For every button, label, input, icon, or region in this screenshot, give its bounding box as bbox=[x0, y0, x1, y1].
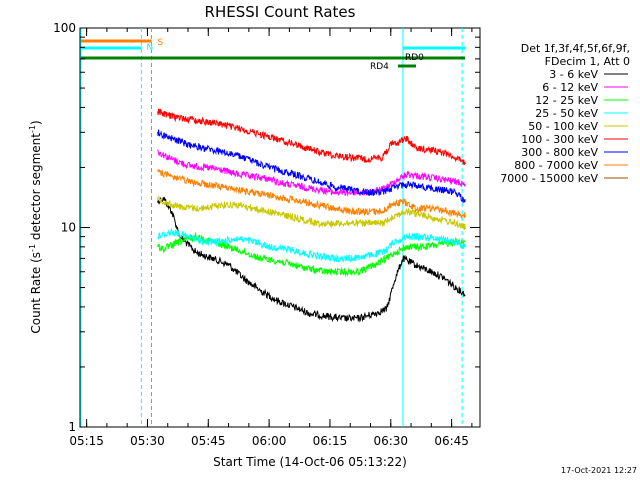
bar-n-label: N bbox=[146, 43, 153, 53]
x-tick-label: 06:00 bbox=[252, 434, 287, 448]
x-tick-label: 05:45 bbox=[191, 434, 226, 448]
y-axis-label-sup2: -1 bbox=[28, 125, 37, 133]
y-axis-label: Count Rate (s-1 detector segment-1) bbox=[28, 120, 43, 333]
series-line bbox=[157, 196, 466, 323]
footer-date: 17-Oct-2021 12:27 bbox=[561, 466, 637, 475]
x-tick-label: 06:45 bbox=[434, 434, 469, 448]
y-tick-label: 100 bbox=[53, 21, 76, 35]
legend-entry-label: 12 - 25 keV bbox=[535, 94, 598, 107]
series-line bbox=[157, 227, 466, 264]
legend-entry-label: 50 - 100 keV bbox=[528, 120, 598, 133]
legend-entry-label: 300 - 800 keV bbox=[521, 146, 598, 159]
y-tick-label: 1 bbox=[68, 420, 76, 434]
annotation-bars: SN RD0 RD4 bbox=[81, 38, 465, 72]
legend-header: FDecim 1, Att 0 bbox=[545, 55, 630, 68]
legend-entry-label: 800 - 7000 keV bbox=[514, 159, 598, 172]
chart-title: RHESSI Count Rates bbox=[205, 3, 356, 21]
x-axis-label: Start Time (14-Oct-06 05:13:22) bbox=[213, 455, 407, 469]
legend-entry-label: 7000 - 15000 keV bbox=[500, 172, 598, 185]
legend-header: Det 1f,3f,4f,5f,6f,9f, bbox=[521, 42, 630, 55]
legend-entry-label: 3 - 6 keV bbox=[549, 68, 598, 81]
y-tick-label: 10 bbox=[61, 221, 76, 235]
legend-entry-label: 100 - 300 keV bbox=[521, 133, 598, 146]
vertical-markers bbox=[80, 28, 463, 427]
bar-s-label: S bbox=[158, 38, 164, 48]
plot-frame bbox=[79, 27, 481, 428]
series-line bbox=[157, 149, 466, 197]
bar-rd4-label: RD4 bbox=[370, 62, 389, 72]
series-line bbox=[157, 108, 466, 166]
x-tick-label: 06:30 bbox=[373, 434, 408, 448]
x-tick-label: 05:30 bbox=[130, 434, 165, 448]
series-line bbox=[157, 196, 466, 231]
y-axis-label-sup1: -1 bbox=[28, 244, 37, 252]
legend: Det 1f,3f,4f,5f,6f,9f,FDecim 1, Att 03 -… bbox=[500, 42, 630, 185]
y-axis-label-end: ) bbox=[29, 120, 43, 125]
bar-rd0-label: RD0 bbox=[405, 53, 424, 63]
series-line bbox=[157, 169, 466, 219]
y-axis-label-mid: detector segment bbox=[29, 133, 43, 244]
y-axis-label-main: Count Rate (s bbox=[29, 252, 43, 334]
x-tick-label: 06:15 bbox=[313, 434, 348, 448]
plot-border bbox=[79, 27, 481, 428]
legend-entry-label: 6 - 12 keV bbox=[542, 81, 598, 94]
x-tick-label: 05:15 bbox=[69, 434, 104, 448]
legend-entry-label: 25 - 50 keV bbox=[535, 107, 598, 120]
series-line bbox=[157, 129, 466, 204]
x-axis: 05:15 05:30 05:45 06:00 06:15 06:30 06:45 bbox=[69, 28, 473, 448]
y-axis: 1 10 100 bbox=[53, 21, 480, 434]
series-group bbox=[157, 108, 466, 323]
